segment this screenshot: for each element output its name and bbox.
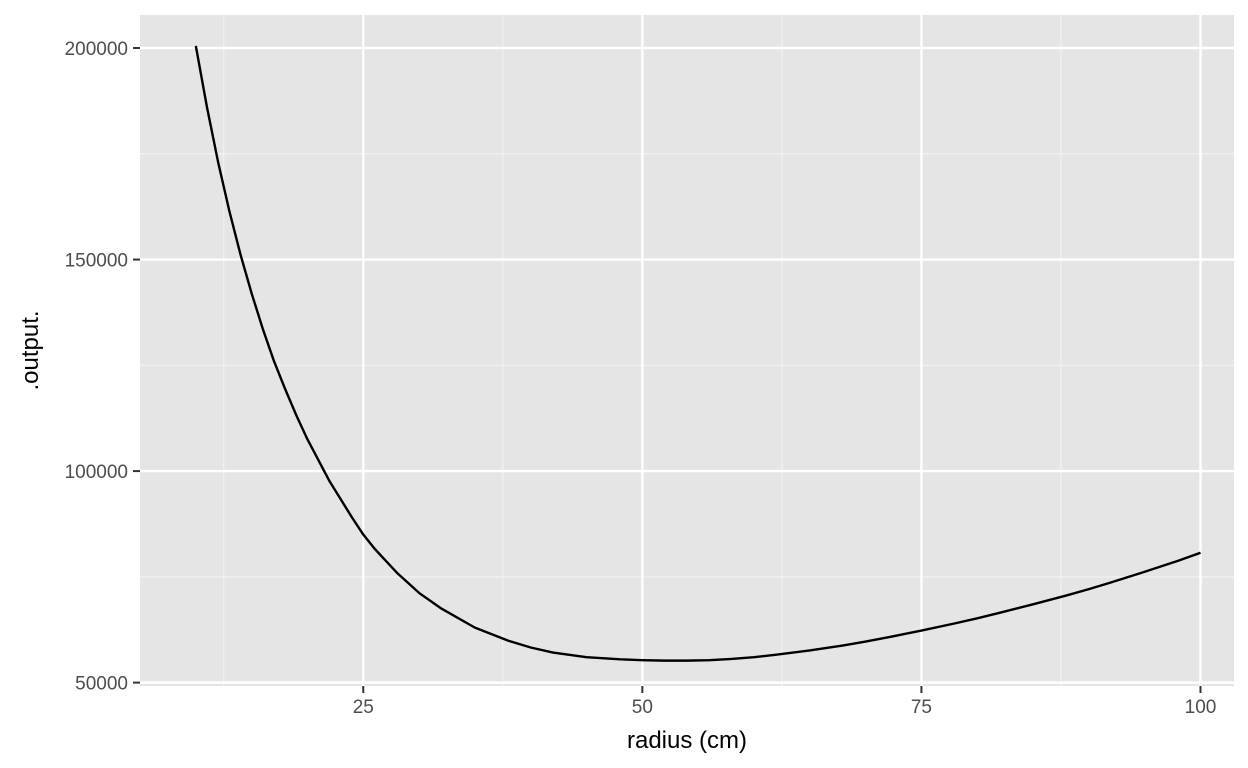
- y-tick-label: 50000: [75, 674, 128, 695]
- series-line: [194, 45, 1201, 662]
- y-tick-label: 150000: [65, 251, 128, 272]
- x-tick-label: 50: [632, 697, 653, 718]
- x-tick-label: 75: [911, 697, 932, 718]
- y-axis: 50000 100000 150000 200000: [65, 39, 140, 695]
- y-axis-title: .output.: [17, 310, 44, 390]
- y-tick-label: 100000: [65, 462, 128, 483]
- major-gridlines: [140, 15, 1234, 686]
- minor-gridlines: [140, 15, 1234, 686]
- x-axis-title: radius (cm): [627, 727, 747, 754]
- plot-panel: [140, 15, 1234, 686]
- x-axis: 25 50 75 100: [353, 686, 1217, 718]
- y-tick-label: 200000: [65, 39, 128, 60]
- x-tick-label: 100: [1185, 697, 1217, 718]
- x-tick-label: 25: [353, 697, 374, 718]
